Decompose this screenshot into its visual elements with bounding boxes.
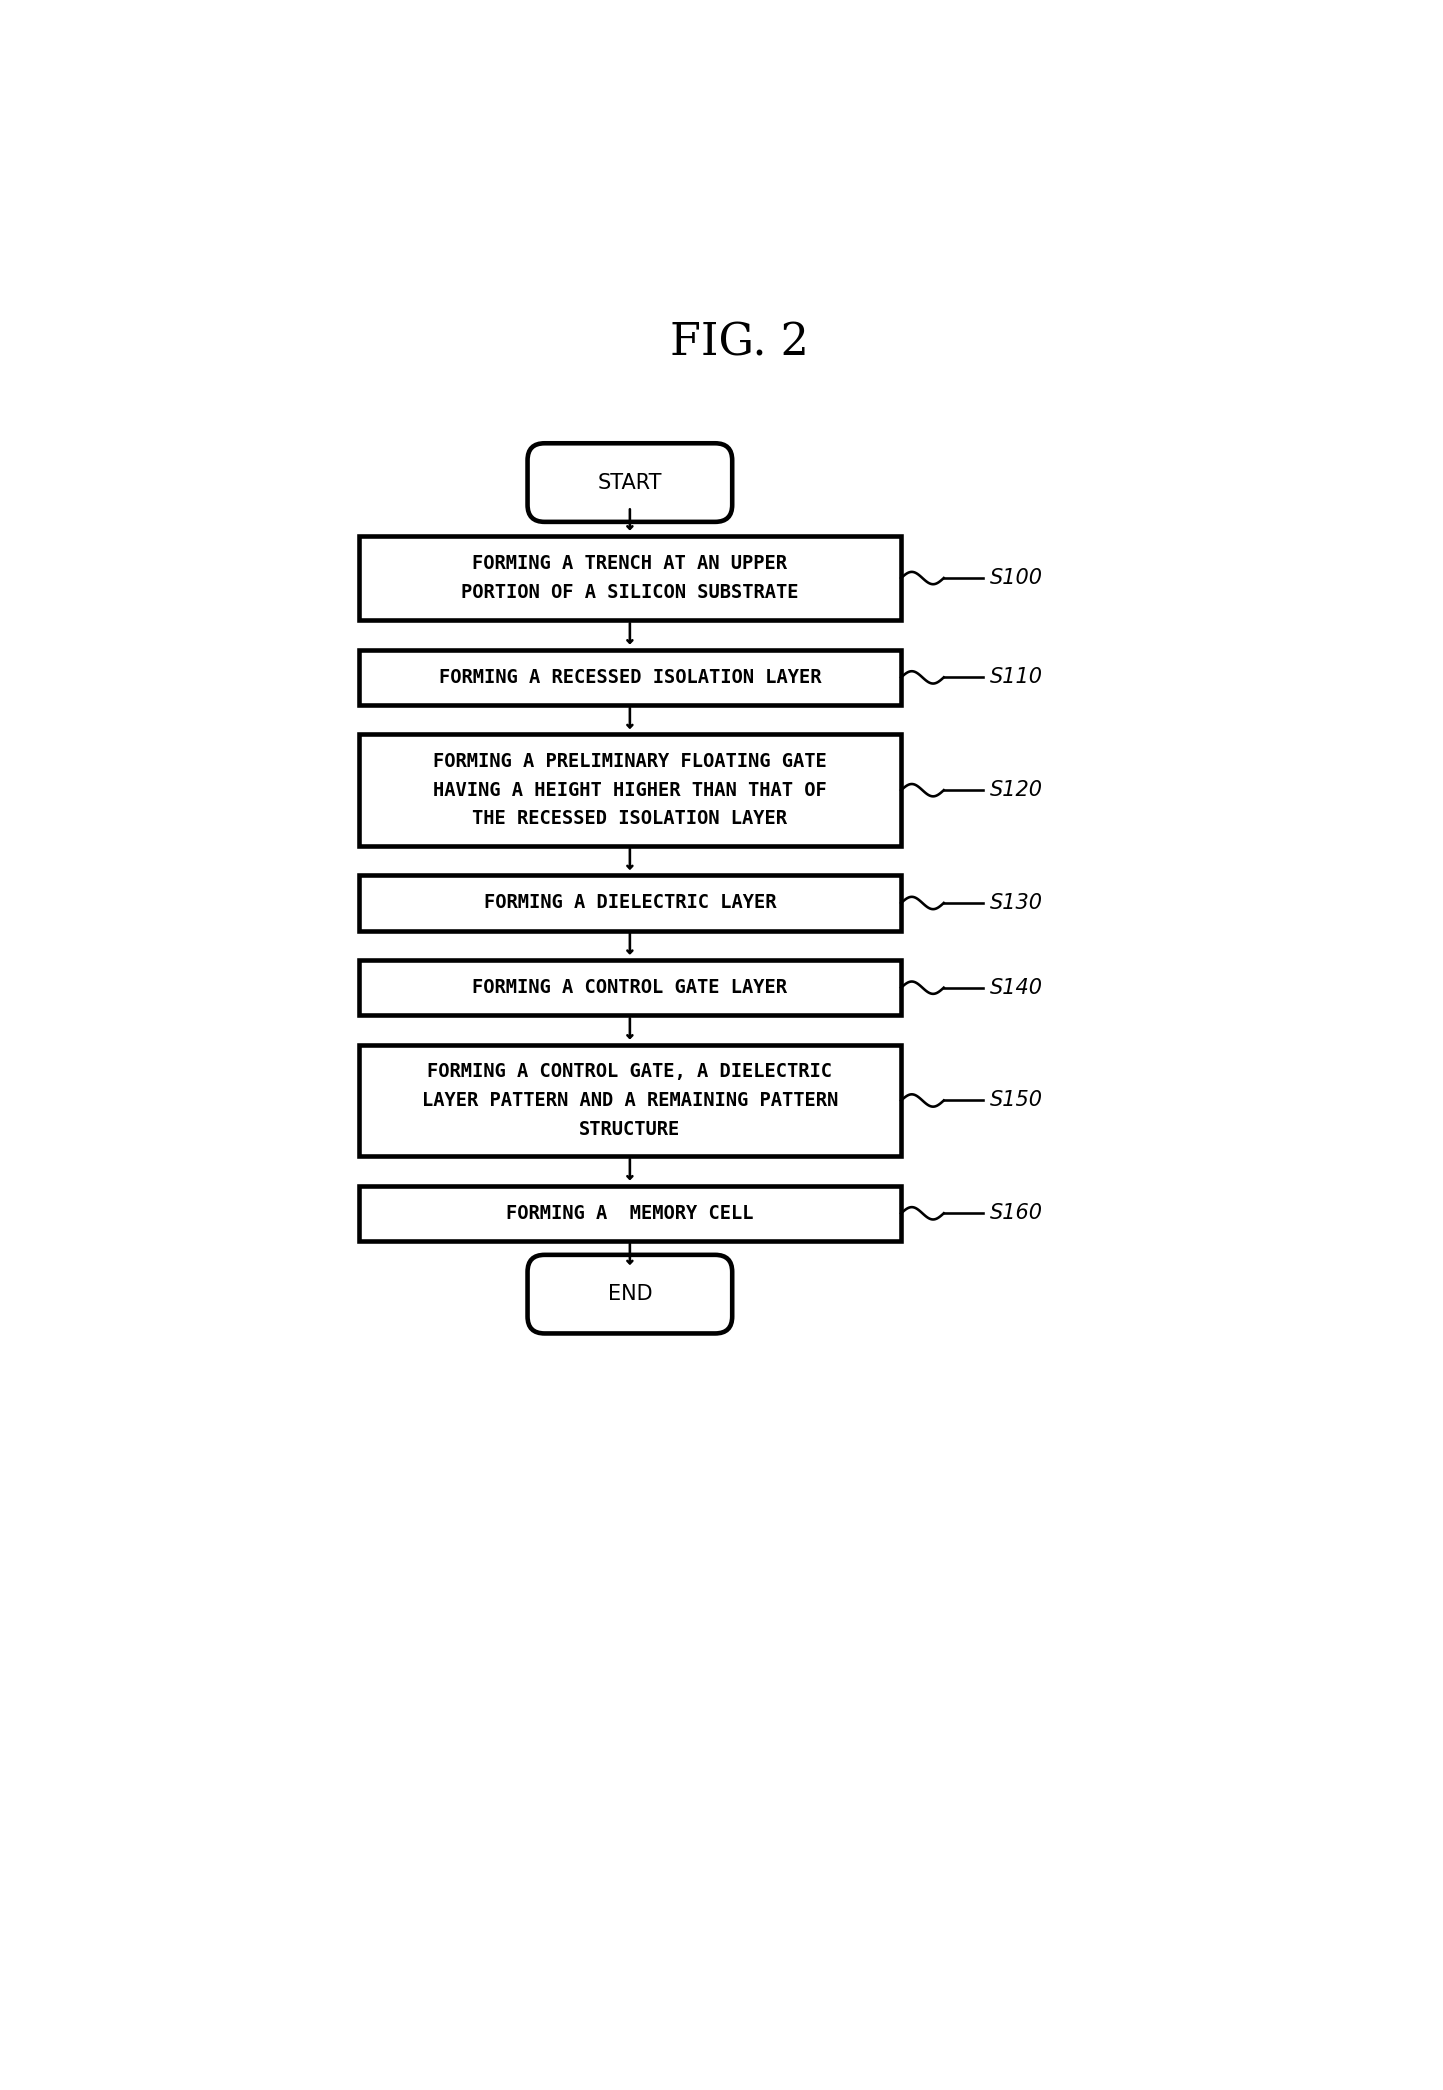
Bar <box>359 1185 900 1241</box>
FancyBboxPatch shape <box>528 443 732 522</box>
Bar <box>359 876 900 930</box>
Text: S120: S120 <box>990 780 1043 800</box>
Text: START: START <box>597 472 662 493</box>
Text: S150: S150 <box>990 1091 1043 1110</box>
Bar <box>359 535 900 621</box>
Bar <box>359 650 900 704</box>
Text: S110: S110 <box>990 667 1043 688</box>
Text: END: END <box>608 1283 652 1304</box>
Text: FORMING A CONTROL GATE LAYER: FORMING A CONTROL GATE LAYER <box>472 978 788 997</box>
Text: S160: S160 <box>990 1204 1043 1223</box>
Text: S130: S130 <box>990 892 1043 913</box>
Text: FIG. 2: FIG. 2 <box>670 322 810 366</box>
Text: FORMING A  MEMORY CELL: FORMING A MEMORY CELL <box>506 1204 753 1223</box>
Text: S100: S100 <box>990 568 1043 587</box>
Bar <box>359 734 900 846</box>
Text: S140: S140 <box>990 978 1043 997</box>
Bar <box>359 1045 900 1156</box>
FancyBboxPatch shape <box>528 1254 732 1333</box>
Bar <box>359 959 900 1016</box>
Text: FORMING A PRELIMINARY FLOATING GATE
HAVING A HEIGHT HIGHER THAN THAT OF
THE RECE: FORMING A PRELIMINARY FLOATING GATE HAVI… <box>433 752 827 828</box>
Text: FORMING A DIELECTRIC LAYER: FORMING A DIELECTRIC LAYER <box>483 895 776 913</box>
Text: FORMING A CONTROL GATE, A DIELECTRIC
LAYER PATTERN AND A REMAINING PATTERN
STRUC: FORMING A CONTROL GATE, A DIELECTRIC LAY… <box>421 1062 838 1139</box>
Text: FORMING A RECESSED ISOLATION LAYER: FORMING A RECESSED ISOLATION LAYER <box>439 669 821 688</box>
Text: FORMING A TRENCH AT AN UPPER
PORTION OF A SILICON SUBSTRATE: FORMING A TRENCH AT AN UPPER PORTION OF … <box>462 554 798 602</box>
